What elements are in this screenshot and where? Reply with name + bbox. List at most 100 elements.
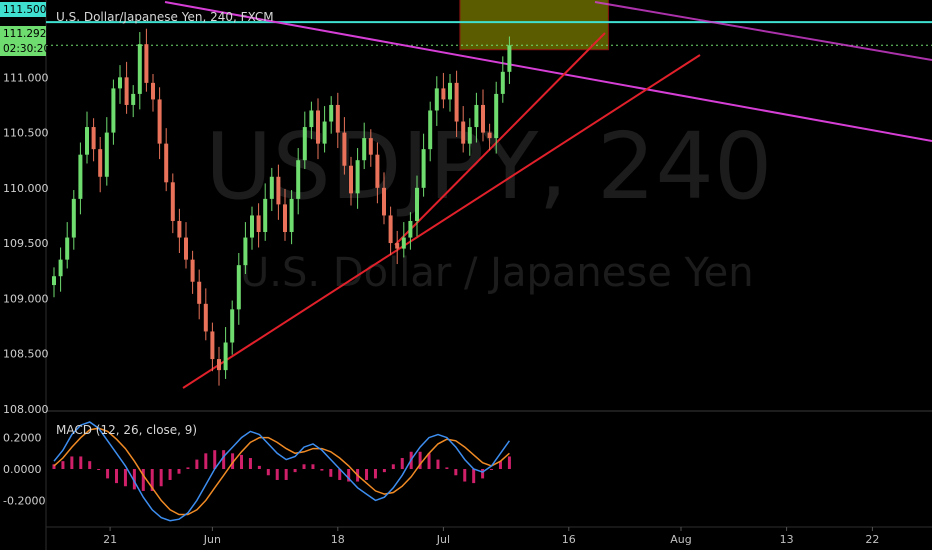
macd-histogram-bar	[231, 453, 235, 469]
time-tick-label: Aug	[670, 533, 691, 546]
macd-histogram-bar	[347, 469, 351, 482]
macd-legend: MACD (12, 26, close, 9)	[56, 423, 197, 437]
candle-body	[500, 71, 505, 94]
price-tick-label: 110.000	[3, 182, 49, 195]
candle-body	[203, 303, 208, 332]
candle-body	[276, 176, 281, 205]
macd-histogram-bar	[141, 469, 145, 491]
macd-histogram-bar	[186, 467, 190, 469]
price-tick-label: 109.000	[3, 292, 49, 305]
candle-body	[494, 93, 499, 139]
macd-histogram-bar	[248, 458, 252, 469]
candle-body	[177, 220, 182, 238]
candle-body	[467, 127, 472, 144]
chart-title: U.S. Dollar/Japanese Yen, 240, FXCM	[56, 10, 274, 24]
macd-histogram-bar	[266, 469, 270, 476]
macd-histogram-bar	[115, 469, 119, 484]
candle-body	[197, 281, 202, 304]
macd-histogram-bar	[284, 469, 288, 480]
macd-histogram-bar	[195, 459, 199, 469]
macd-histogram-bar	[97, 469, 101, 470]
candle-body	[368, 138, 373, 155]
candle-body	[157, 99, 162, 144]
level-badge-text: 111.500	[3, 4, 46, 16]
macd-histogram-bar	[177, 469, 181, 474]
candle-body	[236, 265, 241, 310]
macd-histogram-bar	[275, 469, 279, 480]
macd-pane	[52, 421, 511, 522]
candle-body	[230, 309, 235, 343]
macd-histogram-bar	[222, 450, 226, 469]
time-tick-label: 13	[780, 533, 794, 546]
candle-body	[58, 259, 63, 277]
time-axis[interactable]: 21 Jun 18 Jul 16 Aug 13 22	[103, 527, 879, 546]
candles-layer	[52, 28, 512, 386]
time-tick-label: 21	[103, 533, 117, 546]
candle-body	[256, 215, 261, 233]
macd-axis[interactable]: 0.2000 0.0000 -0.2000	[3, 432, 45, 508]
candle-body	[474, 104, 479, 128]
price-tick-label: 109.500	[3, 237, 49, 250]
candle-body	[210, 331, 215, 360]
candle-body	[349, 165, 353, 194]
candle-body	[289, 198, 294, 233]
candle-body	[335, 104, 340, 133]
macd-histogram-bar	[320, 469, 324, 471]
channel-line-lower	[164, 1, 932, 142]
candle-body	[190, 259, 195, 282]
candle-body	[415, 187, 419, 221]
candle-body	[104, 132, 109, 177]
macd-histogram-bar	[70, 456, 74, 469]
macd-histogram-bar	[240, 454, 244, 469]
price-axis[interactable]: 111.000 110.500 110.000 109.500 109.000 108.5…	[3, 71, 49, 415]
price-badge-text: 111.292	[3, 28, 46, 40]
macd-histogram-bar	[391, 464, 395, 469]
candle-body	[151, 82, 155, 100]
candle-body	[243, 237, 248, 266]
price-tick-label: 110.500	[3, 127, 49, 140]
candle-body	[137, 44, 142, 94]
macd-histogram-bar	[472, 469, 476, 484]
macd-histogram-bar	[150, 469, 154, 491]
time-tick-label: Jun	[203, 533, 221, 546]
candle-body	[302, 127, 307, 161]
drawings-layer	[46, 0, 932, 389]
macd-histogram-bar	[400, 458, 404, 469]
macd-tick-label: 0.0000	[3, 463, 42, 476]
candle-body	[65, 237, 70, 260]
macd-histogram-bar	[213, 450, 217, 469]
level-badge: 111.500	[0, 2, 46, 17]
countdown-badge: 02:30:20	[0, 41, 50, 56]
candle-body	[184, 237, 188, 260]
macd-histogram-bar	[481, 469, 485, 479]
candle-body	[441, 88, 446, 100]
macd-histogram-bar	[490, 469, 494, 470]
time-tick-label: 18	[331, 533, 345, 546]
candle-body	[401, 237, 406, 249]
trend-line-long	[182, 54, 701, 389]
candle-body	[164, 143, 169, 183]
candle-body	[217, 359, 221, 371]
candle-body	[309, 110, 314, 128]
trend-line-short	[394, 32, 606, 246]
macd-histogram-bar	[329, 469, 333, 477]
candle-body	[382, 187, 386, 216]
macd-histogram-bar	[338, 469, 342, 480]
macd-histogram-bar	[61, 461, 65, 469]
candle-body	[408, 220, 413, 238]
candle-body	[428, 110, 433, 150]
candle-body	[448, 82, 452, 100]
candle-body	[263, 198, 268, 233]
candle-body	[481, 104, 485, 133]
candle-body	[124, 77, 129, 105]
candle-body	[342, 132, 347, 166]
macd-histogram-bar	[52, 464, 56, 469]
macd-histogram-bar	[302, 464, 306, 469]
candle-body	[118, 77, 122, 89]
candle-body	[111, 88, 116, 133]
macd-histogram-bar	[88, 461, 92, 469]
candle-body	[507, 45, 512, 72]
candle-body	[322, 121, 327, 144]
macd-histogram-bar	[257, 465, 261, 469]
candle-body	[85, 127, 89, 155]
